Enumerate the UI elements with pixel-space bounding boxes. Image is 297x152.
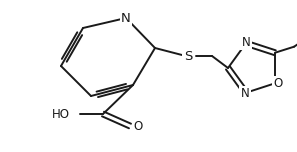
Text: O: O [133, 119, 143, 133]
Text: O: O [274, 77, 283, 90]
Text: N: N [241, 36, 250, 49]
Text: N: N [241, 87, 249, 100]
Text: N: N [121, 12, 131, 24]
Text: HO: HO [52, 107, 70, 121]
Text: S: S [184, 50, 192, 62]
